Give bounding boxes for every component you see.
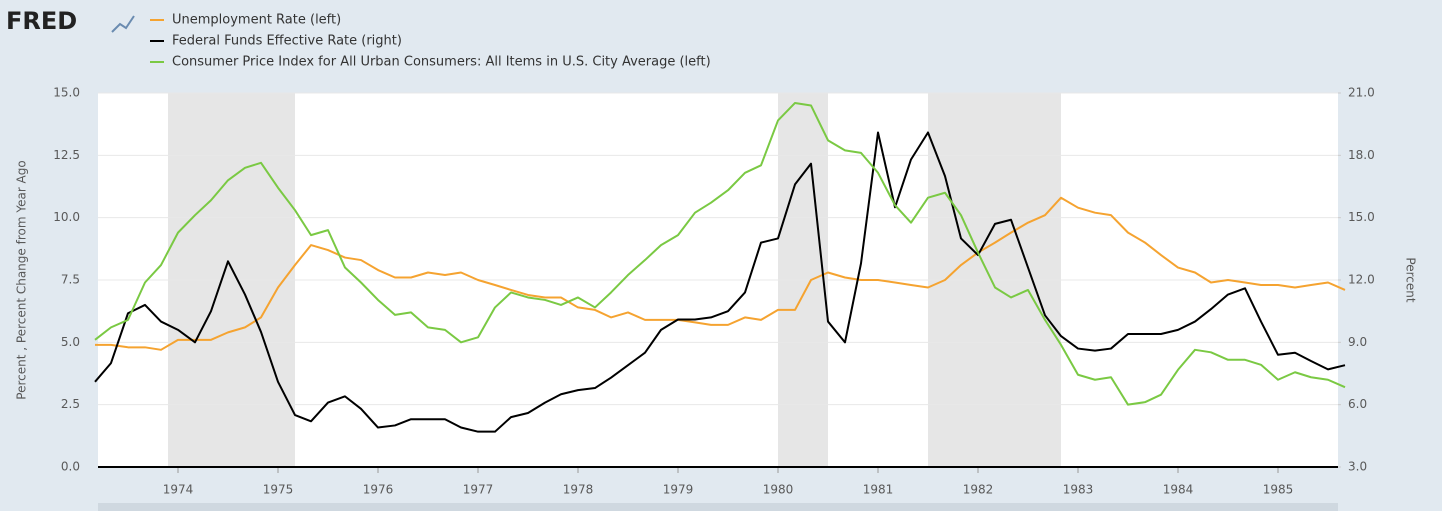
y-tick-label: 0.0	[61, 460, 80, 474]
y-tick-label: 10.0	[53, 210, 80, 224]
y2-tick-label: 3.0	[1348, 460, 1367, 474]
legend-label: Consumer Price Index for All Urban Consu…	[172, 55, 711, 70]
lines-layer	[94, 101, 1346, 433]
y2-tick-label: 6.0	[1348, 397, 1367, 411]
legend-label: Federal Funds Effective Rate (right)	[172, 34, 402, 49]
range-slider	[98, 503, 1338, 511]
x-tick-label: 1976	[363, 483, 394, 497]
x-tick-label: 1980	[763, 483, 794, 497]
y-axis-label: Percent , Percent Change from Year Ago	[15, 160, 29, 399]
x-tick-label: 1981	[863, 483, 894, 497]
y2-axis-label: Percent	[1404, 257, 1418, 302]
y-tick-label: 12.5	[53, 148, 80, 162]
grid-layer	[98, 92, 1341, 473]
y2-tick-label: 18.0	[1348, 148, 1375, 162]
x-tick-label: 1982	[963, 483, 994, 497]
x-tick-label: 1974	[163, 483, 194, 497]
y-tick-label: 15.0	[53, 86, 80, 100]
series-line	[94, 131, 1346, 433]
x-tick-label: 1978	[563, 483, 594, 497]
x-tick-label: 1985	[1263, 483, 1294, 497]
y2-tick-label: 12.0	[1348, 273, 1375, 287]
x-tick-label: 1977	[463, 483, 494, 497]
series-line	[95, 196, 1346, 351]
x-tick-label: 1984	[1163, 483, 1194, 497]
y-tick-label: 7.5	[61, 273, 80, 287]
y-tick-label: 5.0	[61, 335, 80, 349]
logo: FRED	[6, 7, 77, 35]
series-line	[94, 101, 1346, 406]
x-tick-label: 1975	[263, 483, 294, 497]
x-tick-label: 1979	[663, 483, 694, 497]
x-tick-label: 1983	[1063, 483, 1094, 497]
logo-icon	[111, 15, 135, 33]
legend-label: Unemployment Rate (left)	[172, 13, 341, 28]
y2-tick-label: 15.0	[1348, 210, 1375, 224]
y2-tick-label: 21.0	[1348, 86, 1375, 100]
y2-tick-label: 9.0	[1348, 335, 1367, 349]
y-tick-label: 2.5	[61, 397, 80, 411]
